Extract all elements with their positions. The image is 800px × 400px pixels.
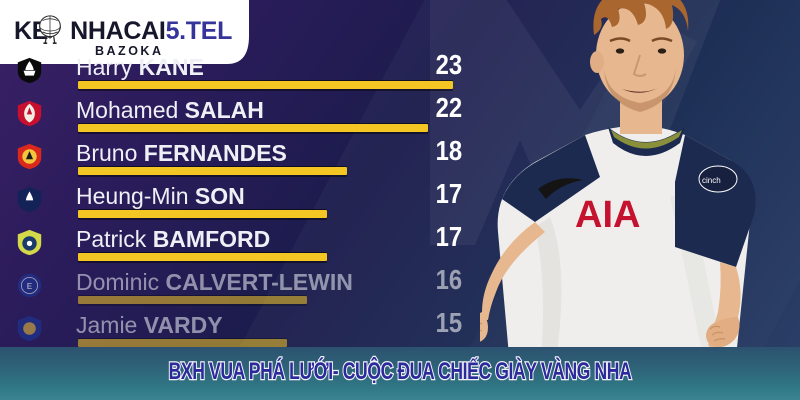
svg-text:cinch: cinch	[702, 176, 721, 185]
svg-text:AIA: AIA	[575, 194, 640, 236]
svg-text:E: E	[27, 282, 33, 291]
